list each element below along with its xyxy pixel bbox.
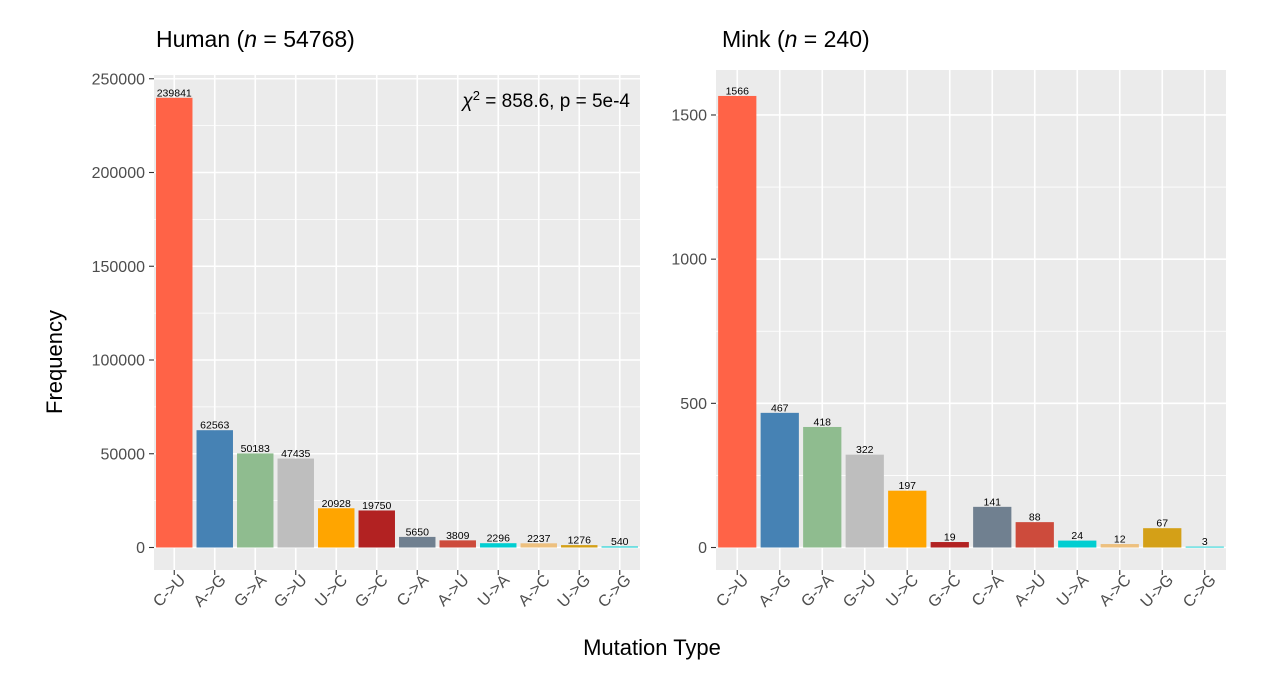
human-bar-value-label: 50183 [241, 443, 270, 455]
human-bar-g-to-u [277, 458, 314, 548]
mink-bar-u-to-a [1058, 540, 1097, 548]
human-panel-title: Human (n = 54768) [156, 26, 355, 52]
mink-bar-value-label: 24 [1071, 530, 1083, 542]
human-bar-value-label: 239841 [157, 87, 192, 99]
human-x-tick-label: A->C [515, 572, 553, 610]
mink-bar-value-label: 67 [1156, 518, 1168, 530]
mink-x-tick-label: U->G [1138, 572, 1177, 611]
human-y-tick-label: 200000 [92, 165, 145, 182]
human-bar-u-to-a [480, 543, 517, 548]
human-x-tick-label: G->A [231, 572, 270, 611]
mink-bar-value-label: 3 [1202, 536, 1208, 548]
mink-x-tick-label: G->U [840, 572, 879, 611]
human-y-tick-label: 100000 [92, 353, 145, 370]
mink-bar-a-to-u [1015, 522, 1054, 548]
human-bar-c-to-a [399, 536, 436, 548]
human-bar-a-to-c [520, 543, 557, 548]
mink-bar-value-label: 141 [983, 496, 1001, 508]
mink-panel: 0 500 1000 1500 1566 467 418 322 197 19 141 88 24 12 6… [671, 26, 1226, 611]
human-bar-u-to-c [318, 508, 355, 548]
mink-bar-u-to-c [888, 490, 927, 548]
mink-plot-background [716, 70, 1226, 570]
mink-bar-a-to-g [760, 412, 799, 548]
human-bar-value-label: 1276 [568, 535, 592, 547]
human-bar-value-label: 5650 [406, 526, 430, 538]
human-bar-g-to-c [358, 510, 395, 548]
mink-bar-value-label: 12 [1114, 534, 1126, 546]
human-x-tick-label: A->G [191, 572, 230, 611]
mink-x-tick-label: C->G [1180, 572, 1219, 611]
human-bar-value-label: 540 [611, 536, 629, 548]
human-x-tick-label: U->A [475, 572, 513, 610]
mink-bar-u-to-g [1143, 528, 1182, 548]
human-x-tick-label: G->U [271, 572, 310, 611]
human-x-tick-label: U->G [555, 572, 594, 611]
mink-x-tick-label: U->C [883, 572, 922, 611]
human-bar-value-label: 20928 [322, 498, 351, 510]
mink-bar-value-label: 19 [944, 532, 956, 544]
mink-bar-g-to-c [930, 542, 969, 548]
human-bar-c-to-u [156, 97, 193, 548]
mink-bar-g-to-a [803, 426, 842, 548]
human-bar-value-label: 3809 [446, 530, 470, 542]
mink-panel-title: Mink (n = 240) [722, 26, 870, 52]
human-bar-value-label: 19750 [362, 500, 391, 512]
human-x-tick-label: U->C [312, 572, 351, 611]
mink-y-tick-label: 0 [698, 540, 707, 557]
human-plot-background [154, 75, 640, 570]
mink-x-tick-label: A->U [1011, 572, 1049, 610]
human-bar-c-to-g [601, 546, 638, 548]
mink-bar-value-label: 467 [771, 402, 789, 414]
x-axis-title: Mutation Type [583, 635, 721, 660]
human-bar-value-label: 47435 [281, 448, 310, 460]
mink-y-tick-label: 1000 [671, 252, 707, 269]
mink-y-tick-label: 1500 [671, 107, 707, 124]
y-axis-title: Frequency [42, 310, 67, 414]
human-y-tick-label: 50000 [101, 446, 146, 463]
human-x-tick-label: A->U [434, 572, 472, 610]
mink-x-tick-label: U->A [1054, 572, 1092, 610]
mink-bar-g-to-u [845, 454, 884, 548]
chi-square-annotation: χ2 = 858.6, p = 5e-4 [460, 88, 630, 112]
mink-bar-value-label: 88 [1029, 512, 1041, 524]
mink-bar-c-to-u [718, 95, 757, 548]
mink-x-tick-label: C->U [713, 572, 752, 611]
mink-x-tick-label: C->A [969, 572, 1007, 610]
mink-bar-c-to-a [973, 506, 1012, 548]
human-bar-value-label: 62563 [200, 420, 229, 432]
human-y-tick-label: 0 [136, 540, 145, 557]
human-bar-a-to-u [439, 540, 476, 548]
human-bar-value-label: 2237 [527, 533, 551, 545]
mink-bar-a-to-c [1100, 544, 1139, 548]
human-y-tick-label: 250000 [92, 71, 145, 88]
human-x-tick-label: C->G [595, 572, 634, 611]
human-bar-value-label: 2296 [487, 533, 511, 545]
mink-x-tick-label: A->G [756, 572, 795, 611]
human-panel: 0 50000 100000 150000 200000 250000 239841 6256… [92, 26, 640, 611]
human-bar-a-to-g [196, 430, 233, 548]
human-x-tick-label: C->U [150, 572, 189, 611]
mink-y-tick-label: 500 [680, 396, 707, 413]
human-bar-g-to-a [237, 453, 274, 548]
mink-bar-value-label: 197 [898, 480, 916, 492]
mink-bar-value-label: 322 [856, 444, 874, 456]
mink-bar-value-label: 418 [813, 416, 831, 428]
mink-x-tick-label: G->A [798, 572, 837, 611]
mink-x-tick-label: A->C [1096, 572, 1134, 610]
mink-bar-value-label: 1566 [726, 85, 750, 97]
human-x-tick-label: C->A [394, 572, 432, 610]
mink-x-tick-label: G->C [925, 572, 964, 611]
human-bar-u-to-g [561, 545, 598, 548]
mink-bar-c-to-g [1185, 546, 1224, 548]
human-y-tick-label: 150000 [92, 259, 145, 276]
human-x-tick-label: G->C [352, 572, 391, 611]
